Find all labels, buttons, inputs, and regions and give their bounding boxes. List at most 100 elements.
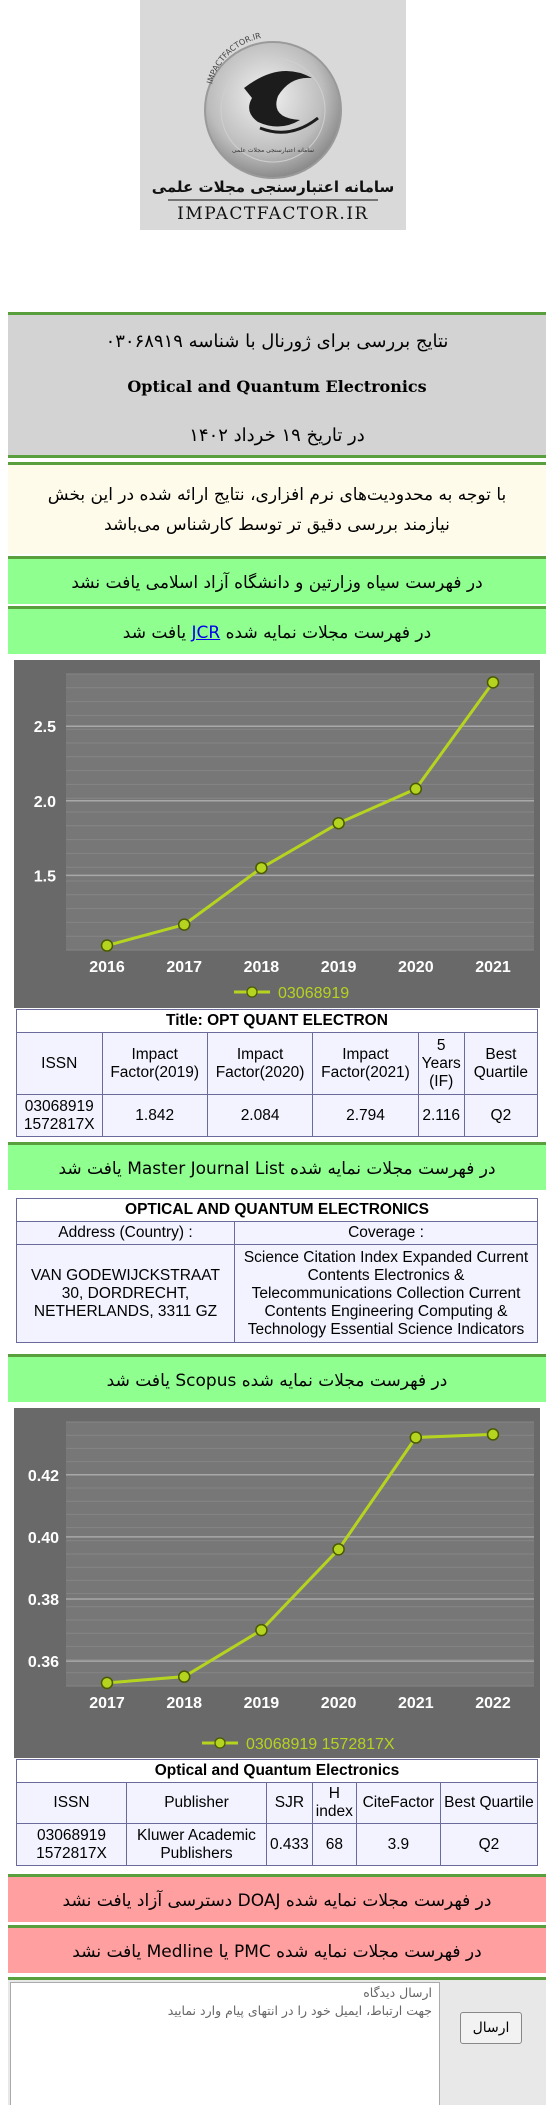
jcr-header-if2021: Impact Factor(2021) — [313, 1033, 418, 1095]
mjl-table: OPTICAL AND QUANTUM ELECTRONICS Address … — [16, 1198, 538, 1343]
jcr-link[interactable]: JCR — [192, 623, 221, 643]
y-tick-label: 0.42 — [28, 1468, 59, 1485]
scopus-header-h: H index — [312, 1783, 356, 1824]
table-row: VAN GODEWIJCKSTRAAT 30, DORDRECHT, NETHE… — [17, 1245, 538, 1343]
data-point — [102, 940, 113, 951]
scopus-header-row: ISSN Publisher SJR H index CiteFactor Be… — [17, 1783, 538, 1824]
mjl-address: VAN GODEWIJCKSTRAAT 30, DORDRECHT, NETHE… — [17, 1245, 235, 1343]
x-tick-label: 2018 — [166, 1695, 202, 1712]
scopus-publisher: Kluwer Academic Publishers — [127, 1824, 267, 1866]
scopus-issn: 03068919 1572817X — [17, 1824, 127, 1866]
send-button[interactable]: ارسال — [460, 2012, 522, 2044]
x-tick-label: 2022 — [475, 1695, 511, 1712]
logo-site-name: IMPACTFACTOR.IR — [177, 204, 369, 224]
jcr-chart: 1.5 2.0 2.5 2016 2017 2018 2019 2020 2021 0306891… — [14, 660, 540, 1008]
y-tick-label: 0.40 — [28, 1530, 59, 1547]
jcr-if2019: 1.842 — [102, 1095, 207, 1137]
logo-emblem: IMPACTFACTOR.IR سامانه اعتبارسنجی مجلات … — [140, 0, 406, 230]
jcr-status-post: یافت شد — [123, 623, 186, 643]
logo-brand-fa: سامانه اعتبارسنجی مجلات علمی — [152, 178, 395, 196]
mjl-status: در فهرست مجلات نمایه شده Master Journal … — [8, 1142, 546, 1190]
notice-line-2: نیازمند بررسی دقیق تر توسط کارشناس می‌با… — [8, 510, 546, 540]
jcr-header-if2020: Impact Factor(2020) — [207, 1033, 312, 1095]
data-point — [410, 1432, 421, 1443]
scopus-header-issn: ISSN — [17, 1783, 127, 1824]
mjl-coverage-label: Coverage : — [235, 1222, 538, 1245]
jcr-status: در فهرست مجلات نمایه شده JCR یافت شد — [8, 606, 546, 654]
x-tick-label: 2018 — [244, 959, 280, 976]
jcr-table: Title: OPT QUANT ELECTRON ISSN Impact Fa… — [16, 1009, 538, 1137]
x-tick-label: 2020 — [398, 959, 434, 976]
data-point — [333, 1544, 344, 1555]
jcr-table-title: Title: OPT QUANT ELECTRON — [17, 1010, 538, 1033]
feedback-textarea[interactable] — [10, 1982, 440, 2105]
site-logo[interactable]: IMPACTFACTOR.IR سامانه اعتبارسنجی مجلات … — [140, 0, 406, 230]
data-point — [488, 677, 499, 688]
feedback-form: ارسال دیدگاه جهت ارتباط، ایمیل خود را در… — [8, 1977, 546, 2105]
data-point — [179, 1671, 190, 1682]
logo-ring-bottom: سامانه اعتبارسنجی مجلات علمی — [232, 147, 314, 154]
chart-legend: 03068919 — [234, 985, 349, 1002]
scopus-table-title: Optical and Quantum Electronics — [17, 1760, 538, 1783]
data-point — [179, 919, 190, 930]
scopus-status: در فهرست مجلات نمایه شده Scopus یافت شد — [8, 1354, 546, 1402]
blacklist-status: در فهرست سیاه وزارتین و دانشگاه آزاد اسل… — [8, 556, 546, 604]
data-point — [488, 1429, 499, 1440]
scopus-citefactor: 3.9 — [356, 1824, 440, 1866]
chart-legend: 03068919 1572817X — [202, 1736, 395, 1753]
jcr-impact-chart-svg: 1.5 2.0 2.5 2016 2017 2018 2019 2020 2021 0306891… — [14, 660, 540, 1008]
scopus-quartile: Q2 — [440, 1824, 537, 1866]
doaj-status: در فهرست مجلات نمایه شده DOAJ دسترسی آزا… — [8, 1874, 546, 1922]
scopus-h: 68 — [312, 1824, 356, 1866]
notice-line-1: با توجه به محدودیت‌های نرم افزاری، نتایج… — [8, 480, 546, 510]
pmc-status: در فهرست مجلات نمایه شده PMC یا Medline … — [8, 1925, 546, 1973]
data-point — [256, 1625, 267, 1636]
mjl-coverage: Science Citation Index Expanded Current … — [235, 1245, 538, 1343]
x-tick-label: 2019 — [244, 1695, 280, 1712]
x-tick-label: 2016 — [89, 959, 125, 976]
legend-marker — [247, 987, 257, 997]
y-tick-label: 1.5 — [34, 868, 56, 885]
software-notice: با توجه به محدودیت‌های نرم افزاری، نتایج… — [8, 462, 546, 554]
scopus-table: Optical and Quantum Electronics ISSN Pub… — [16, 1759, 538, 1866]
jcr-header-row: ISSN Impact Factor(2019) Impact Factor(2… — [17, 1033, 538, 1095]
data-point — [410, 783, 421, 794]
table-row: 03068919 1572817X 1.842 2.084 2.794 2.116… — [17, 1095, 538, 1137]
scopus-sjr: 0.433 — [267, 1824, 313, 1866]
jcr-issn: 03068919 1572817X — [17, 1095, 103, 1137]
legend-label: 03068919 — [278, 985, 349, 1002]
x-tick-label: 2019 — [321, 959, 357, 976]
data-point — [256, 862, 267, 873]
jcr-header-quartile: Best Quartile — [464, 1033, 537, 1095]
result-date: در تاریخ ۱۹ خرداد ۱۴۰۲ — [8, 425, 546, 446]
scopus-chart: 0.36 0.38 0.40 0.42 2017 2018 2019 2020 2021 2022… — [14, 1408, 540, 1758]
legend-marker — [215, 1738, 225, 1748]
y-tick-label: 0.36 — [28, 1654, 59, 1671]
y-tick-label: 2.5 — [34, 719, 56, 736]
jcr-header-5year: 5 Years (IF) — [418, 1033, 464, 1095]
y-tick-label: 0.38 — [28, 1592, 59, 1609]
jcr-header-if2019: Impact Factor(2019) — [102, 1033, 207, 1095]
jcr-if2021: 2.794 — [313, 1095, 418, 1137]
legend-label: 03068919 1572817X — [246, 1736, 395, 1753]
x-tick-label: 2017 — [166, 959, 202, 976]
journal-name: Optical and Quantum Electronics — [8, 377, 546, 396]
jcr-quartile: Q2 — [464, 1095, 537, 1137]
jcr-5year: 2.116 — [418, 1095, 464, 1137]
result-header: نتایج بررسی برای ژورنال با شناسه ۰۳۰۶۸۹۱… — [8, 312, 546, 458]
x-tick-label: 2020 — [321, 1695, 357, 1712]
scopus-sjr-chart-svg: 0.36 0.38 0.40 0.42 2017 2018 2019 2020 2021 2022… — [14, 1408, 540, 1758]
jcr-header-issn: ISSN — [17, 1033, 103, 1095]
scopus-header-sjr: SJR — [267, 1783, 313, 1824]
scopus-header-quartile: Best Quartile — [440, 1783, 537, 1824]
jcr-status-pre: در فهرست مجلات نمایه شده — [226, 623, 432, 643]
x-tick-label: 2021 — [475, 959, 511, 976]
mjl-address-label: Address (Country) : — [17, 1222, 235, 1245]
data-point — [102, 1677, 113, 1688]
x-tick-label: 2021 — [398, 1695, 434, 1712]
scopus-header-publisher: Publisher — [127, 1783, 267, 1824]
table-row: 03068919 1572817X Kluwer Academic Publish… — [17, 1824, 538, 1866]
jcr-if2020: 2.084 — [207, 1095, 312, 1137]
y-tick-label: 2.0 — [34, 794, 56, 811]
mjl-header-row: Address (Country) : Coverage : — [17, 1222, 538, 1245]
